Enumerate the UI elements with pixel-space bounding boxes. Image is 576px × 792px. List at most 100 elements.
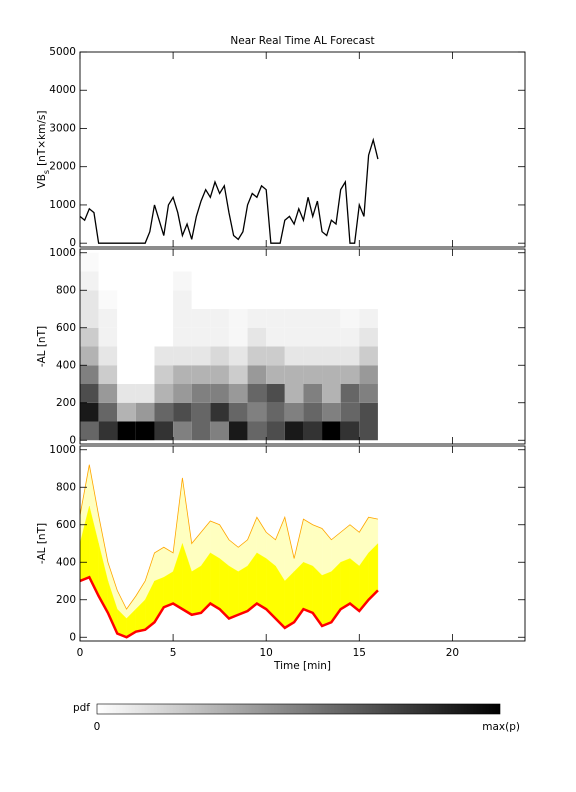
pdf-cell bbox=[228, 365, 248, 384]
pdf-cell bbox=[359, 327, 378, 347]
likely-band bbox=[238, 565, 248, 615]
pdf-cell bbox=[340, 365, 360, 384]
pdf-cell bbox=[80, 402, 99, 422]
pdf-cell bbox=[117, 421, 136, 441]
pdf-cell bbox=[266, 365, 285, 384]
pdf-cell bbox=[303, 402, 323, 422]
pdf-cell bbox=[247, 309, 267, 328]
y-tick-label: 600 bbox=[56, 519, 76, 531]
pdf-cell bbox=[117, 346, 136, 366]
pdf-cell bbox=[173, 346, 192, 366]
x-axis-label: Time [min] bbox=[273, 660, 331, 672]
pdf-cell bbox=[117, 252, 136, 272]
plot-area bbox=[80, 252, 378, 441]
y-label-sub: s bbox=[42, 170, 51, 174]
pdf-cell bbox=[284, 421, 304, 441]
pdf-cell bbox=[173, 384, 192, 403]
pdf-cell bbox=[154, 384, 174, 403]
pdf-cell bbox=[340, 252, 360, 272]
pdf-cell bbox=[117, 384, 136, 403]
pdf-cell bbox=[340, 271, 360, 291]
pdf-cell bbox=[80, 290, 99, 309]
y-tick-label: 600 bbox=[56, 322, 76, 334]
pdf-cell bbox=[266, 346, 285, 366]
pdf-cell bbox=[117, 290, 136, 309]
pdf-cell bbox=[284, 384, 304, 403]
pdf-cell bbox=[247, 290, 267, 309]
pdf-cell bbox=[135, 290, 155, 309]
pdf-cell bbox=[359, 346, 378, 366]
pdf-cell bbox=[228, 309, 248, 328]
y-tick-label: 3000 bbox=[49, 122, 76, 134]
pdf-cell bbox=[303, 327, 323, 347]
pdf-cell bbox=[359, 421, 378, 441]
pdf-cell bbox=[135, 402, 155, 422]
plot-area bbox=[80, 137, 379, 244]
pdf-cell bbox=[135, 309, 155, 328]
colorbar-min: 0 bbox=[94, 721, 101, 733]
pdf-cell bbox=[303, 271, 323, 291]
colorbar bbox=[96, 703, 501, 715]
x-tick-label: 10 bbox=[260, 647, 273, 659]
pdf-cell bbox=[284, 252, 304, 272]
pdf-cell bbox=[117, 402, 136, 422]
y-tick-label: 5000 bbox=[49, 46, 76, 58]
pdf-cell bbox=[266, 271, 285, 291]
pdf-cell bbox=[284, 271, 304, 291]
pdf-cell bbox=[154, 252, 174, 272]
pdf-cell bbox=[135, 327, 155, 347]
pdf-cell bbox=[359, 384, 378, 403]
pdf-cell bbox=[135, 421, 155, 441]
pdf-cell bbox=[247, 327, 267, 347]
pdf-cell bbox=[191, 346, 211, 366]
pdf-cell bbox=[98, 290, 118, 309]
pdf-cell bbox=[98, 384, 118, 403]
pdf-cell bbox=[80, 384, 99, 403]
pdf-cell bbox=[135, 252, 155, 272]
pdf-cell bbox=[266, 384, 285, 403]
pdf-cell bbox=[340, 327, 360, 347]
pdf-cell bbox=[173, 271, 192, 291]
pdf-cell bbox=[210, 290, 229, 309]
likely-band bbox=[340, 558, 351, 610]
pdf-cell bbox=[247, 252, 267, 272]
colorbar-label: pdf bbox=[73, 702, 90, 714]
pdf-cell bbox=[247, 346, 267, 366]
pdf-cell bbox=[322, 421, 341, 441]
pdf-cell bbox=[359, 271, 378, 291]
likely-band bbox=[210, 552, 220, 610]
pdf-cell bbox=[340, 384, 360, 403]
pdf-cell bbox=[322, 327, 341, 347]
pdf-cell bbox=[340, 290, 360, 309]
pdf-cell bbox=[228, 327, 248, 347]
pdf-cell bbox=[303, 290, 323, 309]
pdf-cell bbox=[154, 327, 174, 347]
pdf-cell bbox=[359, 365, 378, 384]
likely-band bbox=[368, 543, 379, 601]
likely-band bbox=[163, 571, 174, 608]
pdf-cell bbox=[154, 290, 174, 309]
likely-band bbox=[256, 552, 267, 610]
likely-band bbox=[321, 571, 332, 627]
pdf-cell bbox=[80, 309, 99, 328]
pdf-cell bbox=[80, 421, 99, 441]
pdf-cell bbox=[98, 402, 118, 422]
pdf-cell bbox=[135, 346, 155, 366]
y-tick-label: 2000 bbox=[49, 161, 76, 173]
y-tick-label: 200 bbox=[56, 594, 76, 606]
pdf-cell bbox=[191, 421, 211, 441]
pdf-cell bbox=[359, 252, 378, 272]
pdf-cell bbox=[228, 384, 248, 403]
x-tick-label: 5 bbox=[170, 647, 177, 659]
colorbar-max: max(p) bbox=[482, 721, 520, 733]
y-tick-label: 800 bbox=[56, 481, 76, 493]
pdf-cell bbox=[247, 384, 267, 403]
pdf-cell bbox=[210, 421, 229, 441]
y-tick-label: 400 bbox=[56, 556, 76, 568]
pdf-cell bbox=[210, 384, 229, 403]
pdf-cell bbox=[266, 290, 285, 309]
pdf-cell bbox=[154, 365, 174, 384]
pdf-cell bbox=[303, 365, 323, 384]
pdf-cell bbox=[303, 252, 323, 272]
